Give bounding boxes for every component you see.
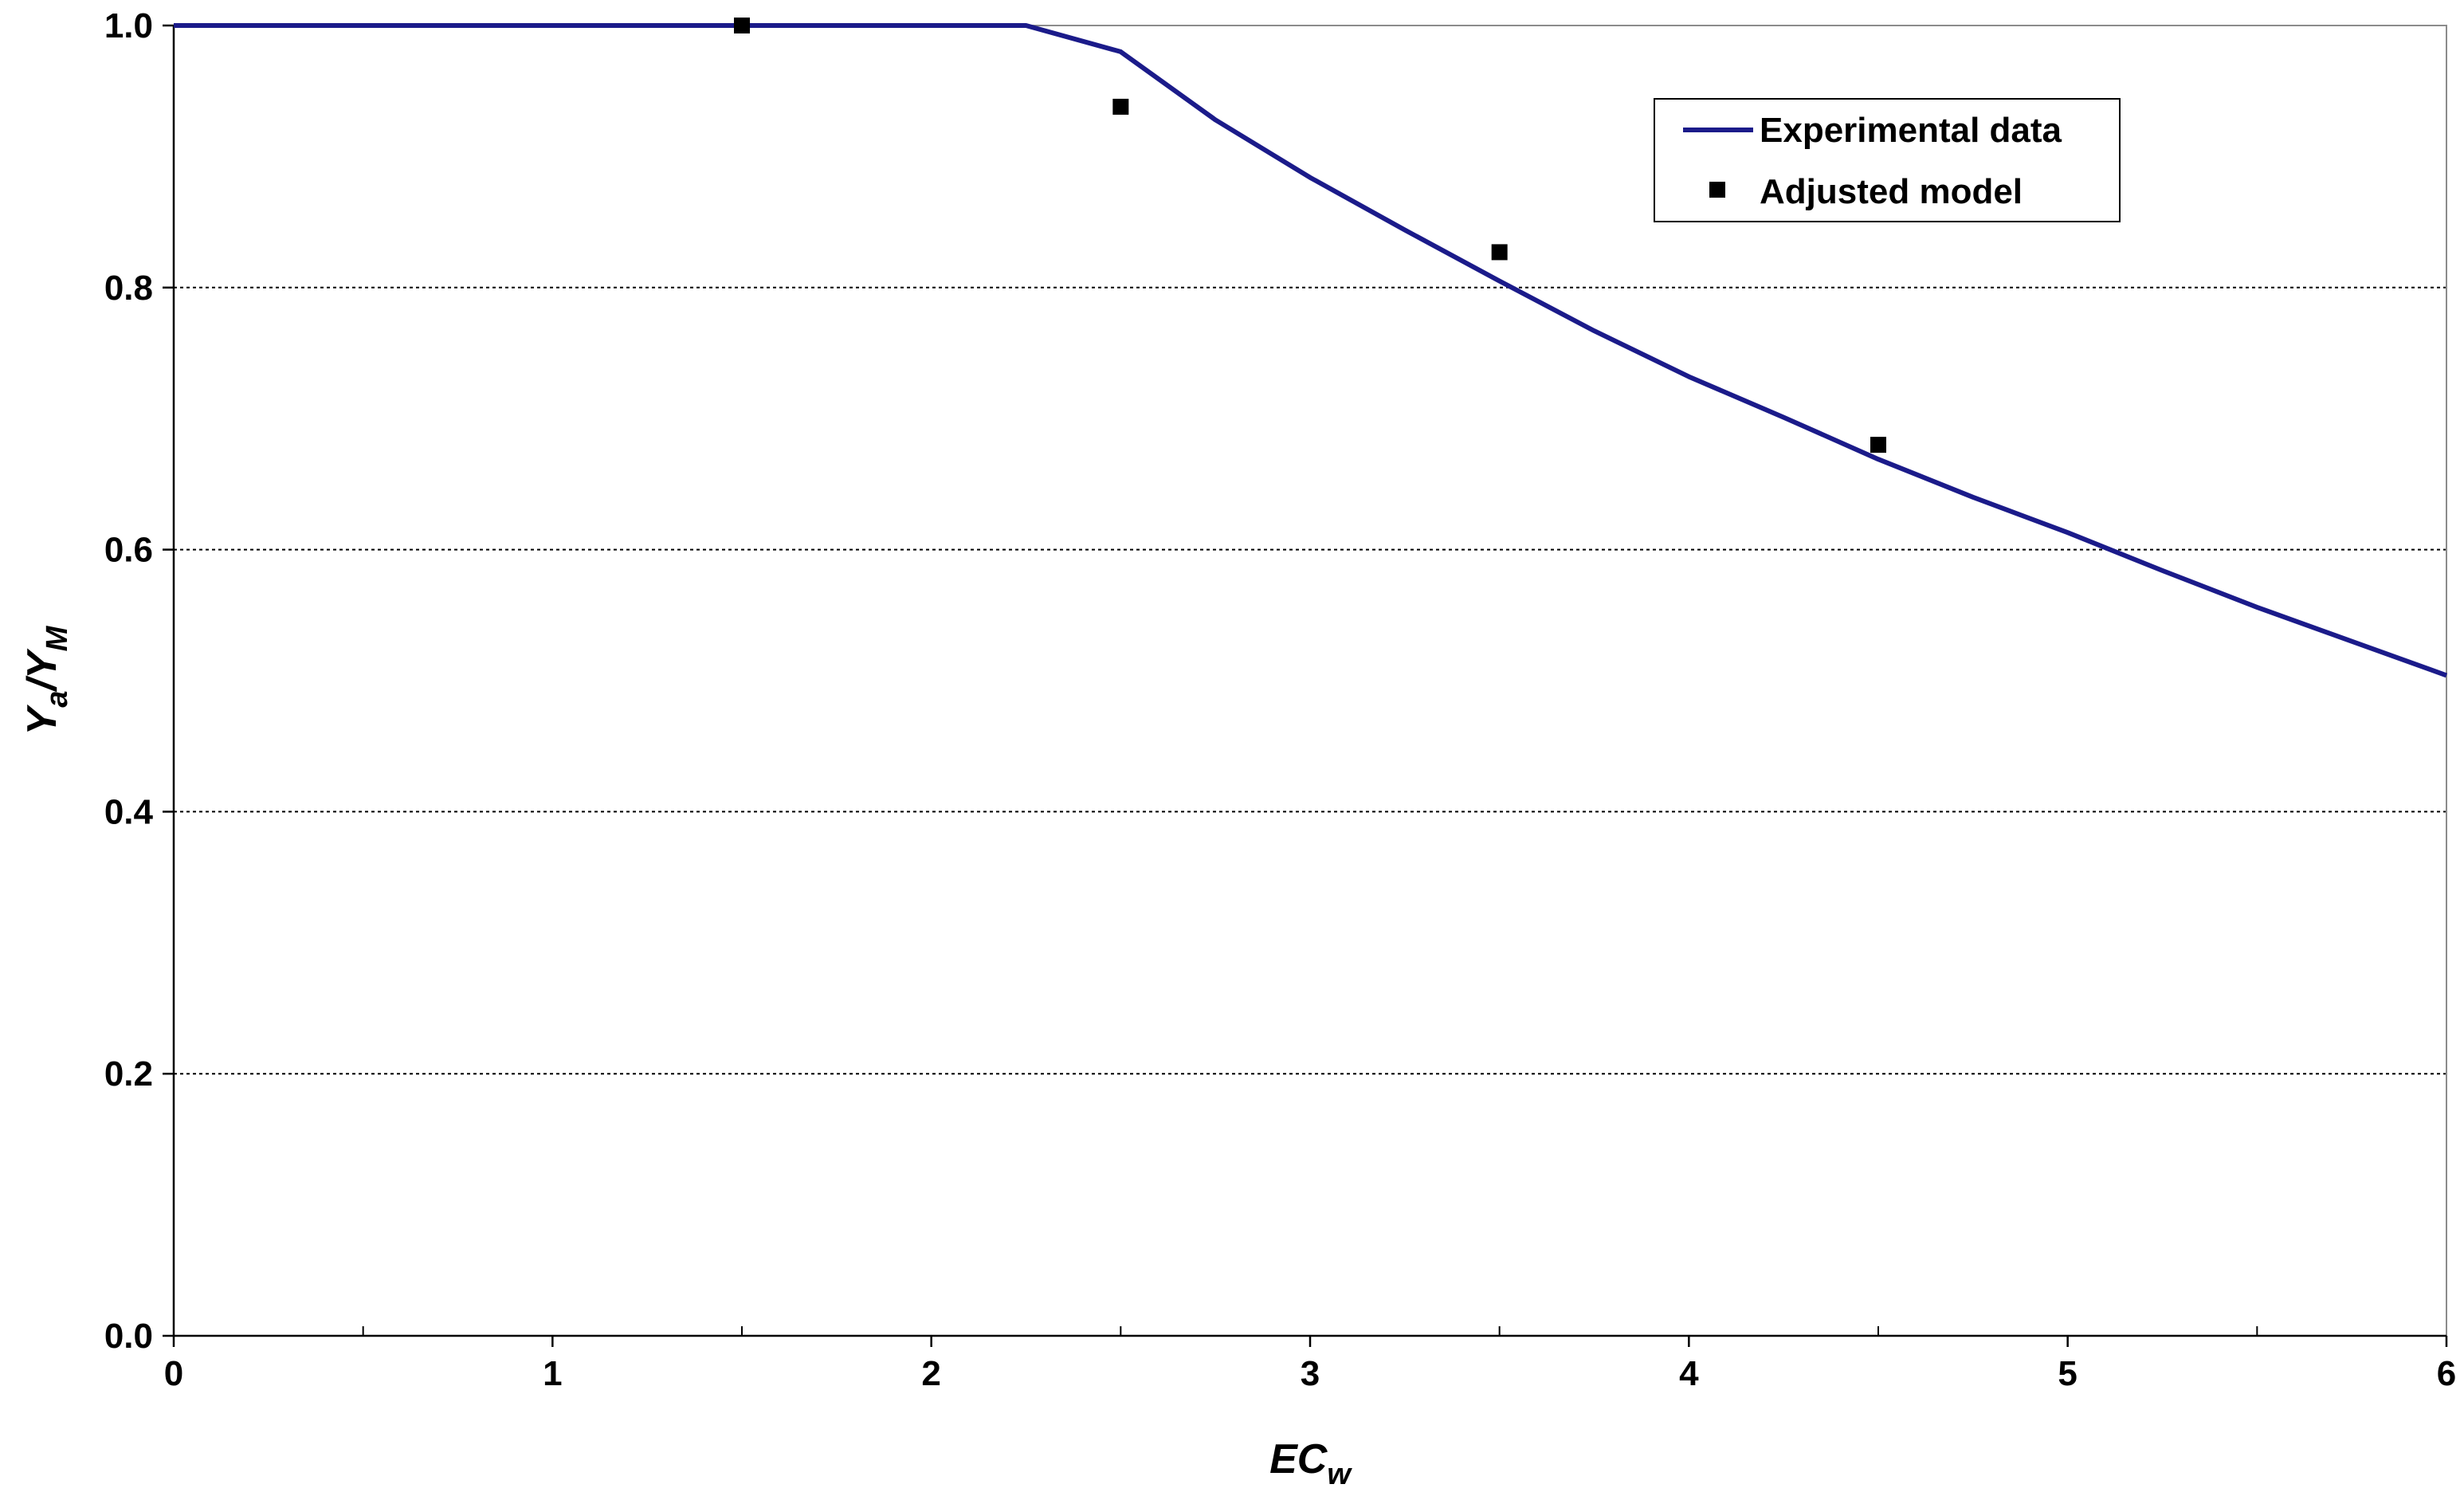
x-tick-label-3: 3 <box>1301 1354 1320 1393</box>
x-axis-title-sub: w <box>1327 1458 1352 1491</box>
y-tick-label-4: 0.8 <box>104 269 153 308</box>
y-tick-label-1: 0.2 <box>104 1054 153 1094</box>
y-tick-label-3: 0.6 <box>104 531 153 570</box>
x-tick-label-0: 0 <box>164 1354 183 1393</box>
x-tick-label-1: 1 <box>543 1354 562 1393</box>
series-line-experimental-data <box>174 23 2448 678</box>
svg-text:ECw: ECw <box>1269 1436 1352 1491</box>
legend-label-experimental: Experimental data <box>1760 111 2062 150</box>
y-axis-title-part1: Y <box>19 704 65 735</box>
x-tick-label-4: 4 <box>1679 1354 1699 1393</box>
x-axis-title-main: EC <box>1269 1436 1328 1482</box>
y-axis-title-sub1: a <box>41 690 74 707</box>
data-point-adjusted-model-3 <box>1870 437 1886 454</box>
y-axis-title-sub2: M <box>41 625 74 651</box>
legend-box <box>1654 98 2121 222</box>
y-tick-label-2: 0.4 <box>104 792 154 831</box>
data-point-adjusted-model-0 <box>734 18 750 33</box>
legend-label-adjusted: Adjusted model <box>1760 172 2023 211</box>
axes-layer: 0.0 0.2 0.4 0.6 0.8 1.0 0 1 2 3 4 5 6 <box>104 6 2456 1393</box>
data-point-adjusted-model-1 <box>1112 98 1129 115</box>
legend: Experimental data Adjusted model <box>1654 98 2121 222</box>
legend-marker-swatch <box>1709 182 1725 198</box>
x-tick-label-5: 5 <box>2058 1354 2077 1393</box>
y-axis-title-part2: /Y <box>19 648 65 692</box>
x-tick-label-6: 6 <box>2437 1354 2456 1393</box>
series-layer <box>174 18 2448 678</box>
grid-layer <box>174 286 2446 1075</box>
svg-text:Ya/YM: Ya/YM <box>19 625 74 735</box>
x-axis-title: ECw <box>1269 1436 1352 1491</box>
x-tick-label-2: 2 <box>921 1354 940 1393</box>
y-axis-title: Ya/YM <box>19 625 74 735</box>
y-tick-label-0: 0.0 <box>104 1317 153 1356</box>
y-tick-label-5: 1.0 <box>104 6 153 45</box>
data-point-adjusted-model-2 <box>1491 244 1508 261</box>
